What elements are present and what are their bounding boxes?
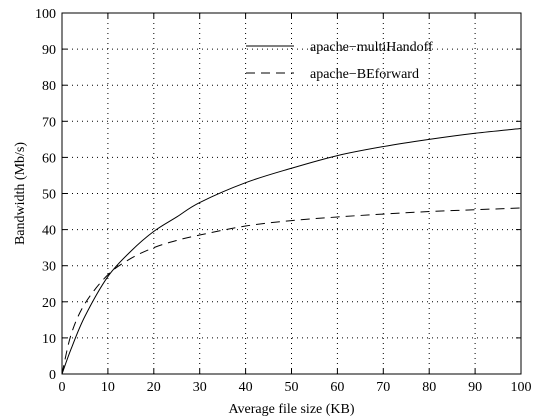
y-axis-label: Bandwidth (Mb/s): [13, 142, 28, 245]
x-tick-label: 60: [330, 380, 344, 395]
x-tick-label: 80: [422, 380, 436, 395]
y-tick-label: 50: [42, 188, 56, 203]
series-line-2: [61, 207, 522, 375]
x-tick-label: 90: [468, 380, 482, 395]
x-tick-label: 20: [147, 380, 161, 395]
x-axis-label: Average file size (KB): [228, 402, 354, 417]
x-tick-labels: 0 10 20 30 40 50 60 70 80 90 100: [59, 380, 532, 395]
series-lines: [61, 128, 522, 375]
y-tick-label: 60: [42, 151, 56, 166]
legend-label-1: apache−multiHandoff: [310, 40, 433, 55]
axis-ticks: [61, 12, 522, 375]
grid: [62, 13, 521, 374]
x-tick-label: 30: [193, 380, 207, 395]
y-tick-label: 90: [42, 43, 56, 58]
x-tick-label: 70: [376, 380, 390, 395]
series-line-1: [61, 128, 522, 375]
x-tick-label: 100: [511, 380, 532, 395]
y-tick-label: 10: [42, 332, 56, 347]
x-tick-label: 0: [59, 380, 66, 395]
y-tick-label: 100: [35, 7, 56, 22]
y-tick-label: 40: [42, 224, 56, 239]
y-tick-label: 80: [42, 79, 56, 94]
y-tick-label: 20: [42, 296, 56, 311]
legend-label-2: apache−BEforward: [310, 67, 419, 82]
x-tick-label: 10: [101, 380, 115, 395]
x-tick-label: 40: [239, 380, 253, 395]
legend: apache−multiHandoff apache−BEforward: [246, 40, 433, 82]
y-tick-label: 70: [42, 115, 56, 130]
x-tick-label: 50: [285, 380, 299, 395]
y-tick-labels: 0 10 20 30 40 50 60 70 80 90 100: [35, 7, 56, 383]
y-tick-label: 30: [42, 260, 56, 275]
y-tick-label: 0: [49, 368, 56, 383]
